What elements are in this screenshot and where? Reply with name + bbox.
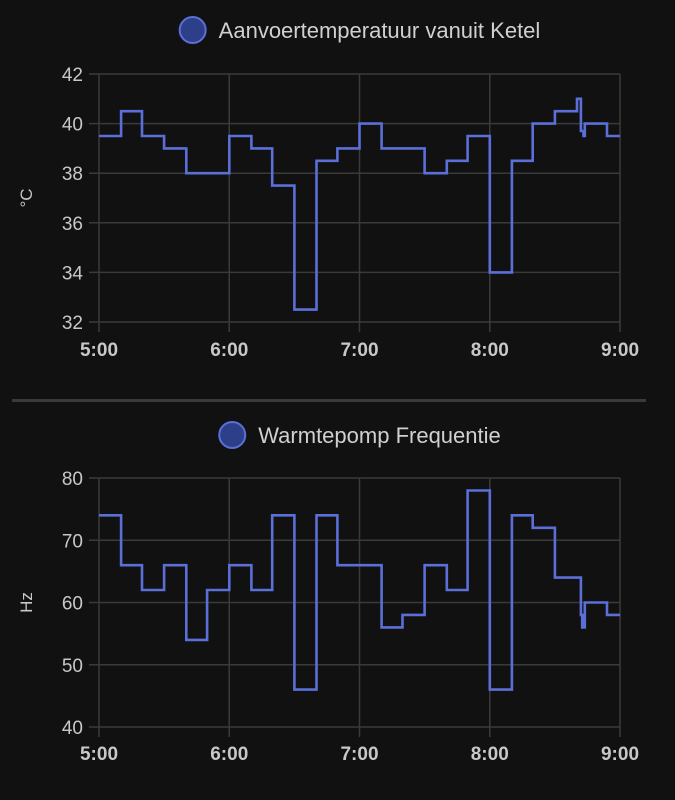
y-axis-title: °C — [17, 188, 36, 207]
x-tick-label: 6:00 — [210, 340, 248, 361]
y-tick-label: 40 — [62, 115, 83, 136]
x-tick-label: 5:00 — [80, 744, 118, 765]
y-axis-title: Hz — [17, 592, 36, 613]
y-tick-label: 80 — [62, 469, 83, 490]
y-tick-label: 42 — [62, 65, 83, 86]
x-tick-label: 8:00 — [471, 340, 509, 361]
chart-supply-temperature: 32 34 36 38 40 42 5:00 6:00 7:00 8:00 9:00 °C Aanvoe… — [17, 16, 639, 361]
y-tick-label: 50 — [62, 656, 83, 677]
y-tick-label: 40 — [62, 718, 83, 739]
legend-swatch[interactable] — [218, 421, 247, 449]
series-line — [99, 489, 620, 691]
chart-divider — [12, 399, 646, 402]
x-tick-label: 6:00 — [210, 744, 248, 765]
x-tick-label: 9:00 — [601, 340, 639, 361]
legend-label: Warmtepomp Frequentie — [258, 423, 501, 448]
y-tick-label: 36 — [62, 214, 83, 235]
x-tick-label: 7:00 — [340, 340, 378, 361]
x-tick-label: 8:00 — [471, 744, 509, 765]
x-tick-label: 7:00 — [340, 744, 378, 765]
y-tick-label: 70 — [62, 531, 83, 552]
chart-heatpump-frequency: 40 50 60 70 80 5:00 6:00 7:00 8:00 9:00 Hz Warmtepo… — [17, 421, 639, 765]
x-tick-label: 9:00 — [601, 744, 639, 765]
legend-label: Aanvoertemperatuur vanuit Ketel — [219, 18, 541, 43]
y-tick-label: 34 — [62, 263, 84, 284]
y-tick-label: 32 — [62, 313, 83, 334]
y-tick-label: 60 — [62, 594, 83, 615]
x-tick-label: 5:00 — [80, 340, 118, 361]
legend-swatch[interactable] — [178, 16, 207, 44]
y-tick-label: 38 — [62, 164, 83, 185]
series-line — [99, 97, 620, 311]
